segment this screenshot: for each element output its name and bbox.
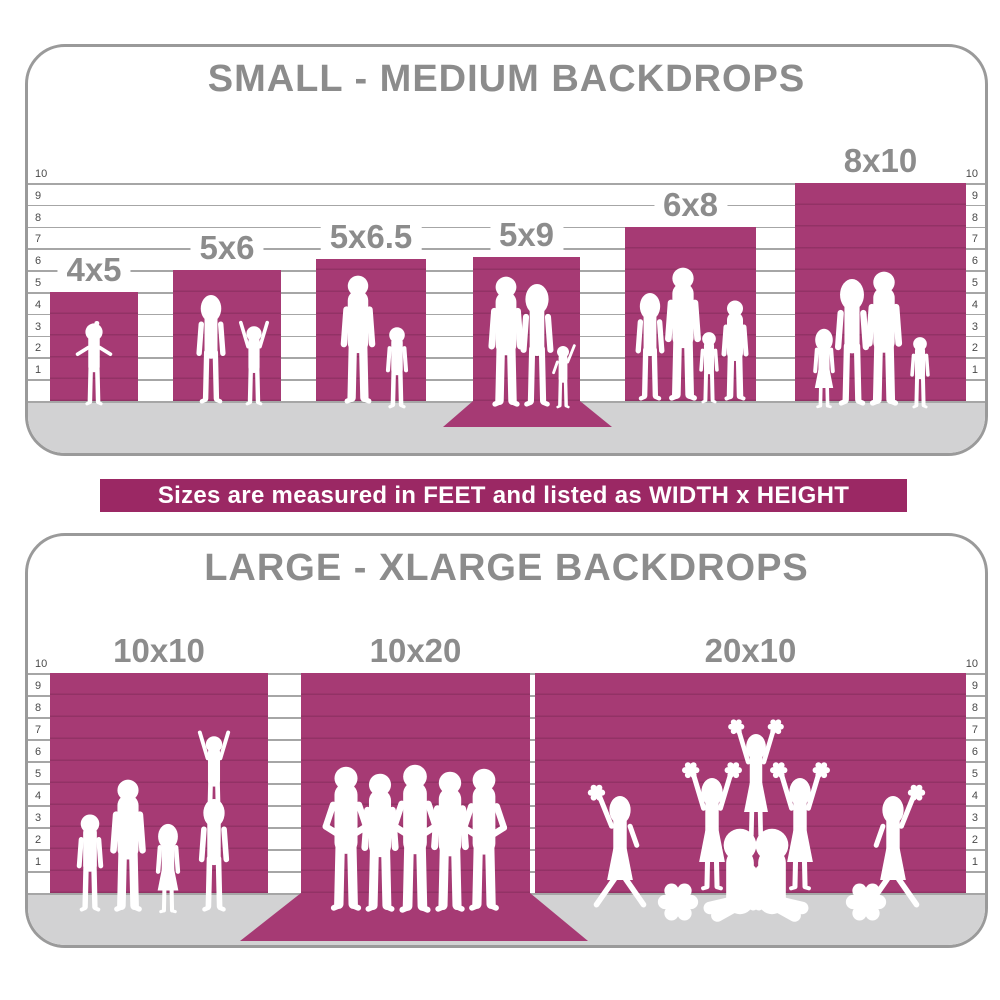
ruler-tick-right-9: 9 [971,680,978,692]
backdrop-bar-20x10 [535,673,966,893]
ruler-tick-right-4: 4 [971,298,978,311]
ruler-tick-right-7: 7 [971,724,978,736]
ruler-tick-left-5: 5 [35,277,42,289]
ruler-tick-left-5: 5 [35,768,42,780]
ruler-tick-right-3: 3 [971,320,978,333]
bar-size-label-20x10: 20x10 [695,633,806,668]
bar-size-label-10x20: 10x20 [360,633,471,668]
bar-size-label-10x10: 10x10 [104,633,214,668]
backdrop-bar-6x8 [625,226,756,401]
measurement-note-banner: Sizes are measured in FEET and listed as… [100,479,907,512]
backdrop-bar-10x20 [301,673,530,893]
ruler-tick-left-3: 3 [35,320,42,333]
ruler-tick-left-7: 7 [35,724,42,736]
panel-large-xlarge-backdrops: LARGE - XLARGE BACKDROPS 1 1 2 2 3 3 4 4 5 5 6 6 7 7 8… [25,533,988,948]
ruler-tick-right-6: 6 [971,255,978,268]
bar-size-label-5x6.5: 5x6.5 [320,219,422,255]
ruler-tick-left-1: 1 [35,364,42,377]
ruler-tick-left-6: 6 [35,255,42,268]
gridline-9ft [28,204,985,207]
ruler-tick-right-9: 9 [971,189,978,202]
bar-size-label-5x9: 5x9 [489,217,564,253]
ruler-tick-right-8: 8 [971,702,978,714]
gridline-10ft [28,183,985,185]
backdrop-bar-8x10 [795,183,966,401]
ruler-tick-right-10: 10 [965,168,978,180]
backdrop-bar-5x9 [473,257,580,401]
floor-sweep-10x20 [240,893,588,941]
chart-small-medium: 1 1 2 2 3 3 4 4 5 5 6 6 7 7 8 8 9 9 10 10 4x5 5x6 5x6.5 5x9 6x8 8… [28,47,985,453]
backdrop-bar-4x5 [50,292,138,401]
panel-title-small-medium: SMALL - MEDIUM BACKDROPS [207,58,806,100]
ruler-tick-right-1: 1 [971,856,978,868]
measurement-note-text: Sizes are measured in FEET and listed as… [157,482,850,509]
ruler-tick-right-3: 3 [971,812,978,824]
ruler-tick-left-2: 2 [35,342,42,355]
ruler-tick-left-10: 10 [35,658,48,670]
ruler-tick-left-3: 3 [35,812,42,824]
ruler-tick-right-2: 2 [971,342,978,355]
ruler-tick-left-4: 4 [35,298,42,311]
ruler-tick-right-5: 5 [971,768,978,780]
backdrop-bar-10x10 [50,673,268,893]
ruler-tick-right-6: 6 [971,746,978,758]
bar-size-label-4x5: 4x5 [57,252,131,287]
ruler-tick-right-2: 2 [971,834,978,846]
ruler-tick-left-10: 10 [35,168,48,180]
ruler-tick-left-7: 7 [35,233,42,246]
ruler-tick-left-9: 9 [35,189,42,202]
bar-size-label-5x6: 5x6 [190,230,264,266]
ruler-tick-right-8: 8 [971,211,978,224]
ruler-tick-right-4: 4 [971,790,978,802]
backdrop-bar-5x6 [173,270,281,401]
ruler-tick-right-1: 1 [971,364,978,377]
chart-large-xlarge: 1 1 2 2 3 3 4 4 5 5 6 6 7 7 8 8 9 9 10 10 10x10 10x20 20x10 [28,536,985,945]
bar-size-label-6x8: 6x8 [653,186,728,222]
ruler-tick-left-2: 2 [35,834,42,846]
ruler-tick-left-9: 9 [35,680,42,692]
ruler-tick-left-8: 8 [35,211,42,224]
backdrop-bar-5x6.5 [316,259,426,401]
bar-size-label-8x10: 8x10 [834,143,927,178]
panel-title-large-xlarge: LARGE - XLARGE BACKDROPS [204,547,809,589]
ruler-tick-right-10: 10 [965,658,978,670]
ruler-tick-right-5: 5 [971,277,978,289]
ruler-tick-left-1: 1 [35,856,42,868]
ruler-tick-right-7: 7 [971,233,978,246]
panel-small-medium-backdrops: SMALL - MEDIUM BACKDROPS 1 1 2 2 3 3 4 4 5 5 6 6 7 7 8… [25,44,988,456]
ruler-tick-left-6: 6 [35,746,42,758]
ruler-tick-left-8: 8 [35,702,42,714]
ruler-tick-left-4: 4 [35,790,42,802]
